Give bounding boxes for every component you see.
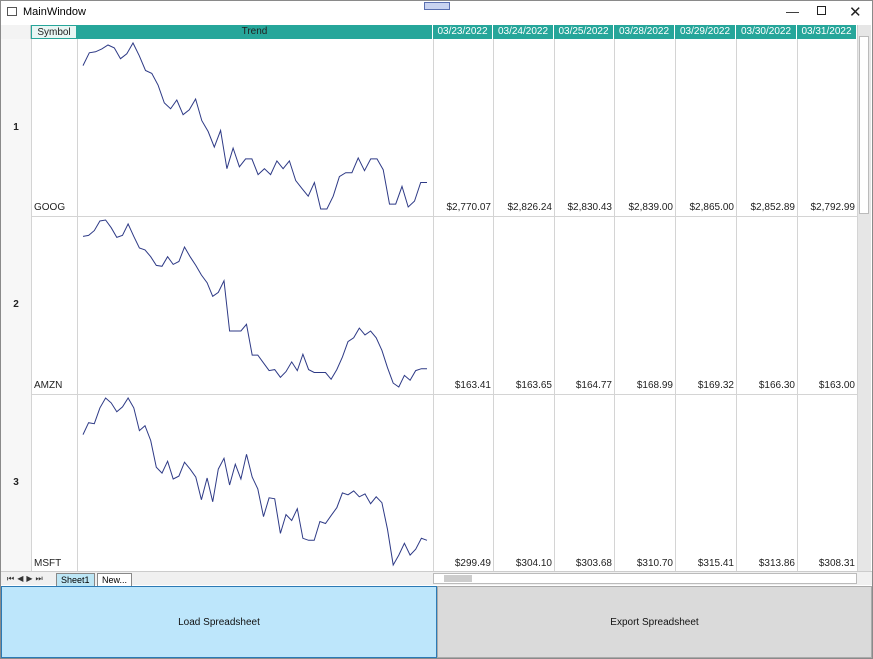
- corner-cell: [1, 25, 31, 39]
- price-cell: $169.32: [697, 380, 734, 391]
- column-divider: [675, 39, 676, 572]
- scroll-thumb: [859, 36, 869, 214]
- price-cell: $2,852.89: [750, 202, 796, 213]
- price-cell: $303.68: [575, 558, 612, 569]
- column-header: 03/23/2022: [433, 25, 493, 39]
- symbol-cell: AMZN: [34, 380, 63, 391]
- scroll-thumb[interactable]: [444, 575, 472, 582]
- column-header: 03/31/2022: [797, 25, 857, 39]
- column-header: Trend: [77, 25, 433, 39]
- price-cell: $168.99: [636, 380, 673, 391]
- drag-handle[interactable]: [424, 2, 450, 10]
- column-header: 03/24/2022: [493, 25, 554, 39]
- column-divider: [433, 39, 434, 572]
- symbol-cell: MSFT: [34, 558, 62, 569]
- column-divider: [493, 39, 494, 572]
- sheet-tab-bar: ⏮◀▶⏭ Sheet1 New...: [1, 571, 872, 587]
- price-cell: $163.41: [454, 380, 491, 391]
- minimize-button[interactable]: —: [786, 4, 799, 19]
- price-cell: $299.49: [454, 558, 491, 569]
- symbol-cell: GOOG: [34, 202, 66, 213]
- row-header: 3: [1, 394, 31, 572]
- column-divider: [77, 39, 78, 572]
- price-cell: $2,865.00: [689, 202, 735, 213]
- column-divider: [31, 39, 32, 572]
- column-header: 03/28/2022: [614, 25, 675, 39]
- column-divider: [614, 39, 615, 572]
- column-header: 03/25/2022: [554, 25, 614, 39]
- row-header: 2: [1, 216, 31, 394]
- export-button[interactable]: Export Spreadsheet: [437, 586, 872, 658]
- price-cell: $166.30: [758, 380, 795, 391]
- window-title: MainWindow: [23, 6, 86, 18]
- column-header: 03/30/2022: [736, 25, 797, 39]
- maximize-button[interactable]: [817, 6, 826, 15]
- sheet-tab[interactable]: New...: [97, 573, 133, 587]
- column-header: Symbol: [31, 25, 77, 39]
- price-cell: $2,839.00: [628, 202, 674, 213]
- price-cell: $315.41: [697, 558, 734, 569]
- price-cell: $2,826.24: [507, 202, 553, 213]
- column-divider: [857, 39, 858, 572]
- spreadsheet: Symbol Trend 03/23/2022 03/24/2022 03/25/202…: [1, 24, 872, 585]
- trend-line: [82, 219, 427, 388]
- trend-line: [82, 41, 427, 210]
- load-button[interactable]: Load Spreadsheet: [1, 586, 437, 658]
- price-cell: $163.00: [818, 380, 855, 391]
- sparkline: [82, 397, 428, 567]
- tab-nav-buttons[interactable]: ⏮◀▶⏭: [7, 574, 46, 583]
- price-cell: $308.31: [818, 558, 855, 569]
- price-cell: $2,830.43: [567, 202, 613, 213]
- sheet-tab[interactable]: Sheet1: [56, 573, 95, 587]
- sparkline: [82, 219, 427, 388]
- app-icon: [7, 7, 17, 16]
- row-divider: [1, 216, 857, 217]
- price-cell: $310.70: [636, 558, 673, 569]
- title-bar: MainWindow — ✕: [1, 1, 872, 24]
- row-divider: [1, 394, 857, 395]
- price-cell: $163.65: [515, 380, 552, 391]
- price-cell: $2,792.99: [810, 202, 856, 213]
- price-cell: $2,770.07: [446, 202, 492, 213]
- column-divider: [797, 39, 798, 572]
- row-header: 1: [1, 39, 31, 216]
- close-button[interactable]: ✕: [849, 4, 862, 21]
- column-divider: [554, 39, 555, 572]
- sparkline: [82, 41, 427, 210]
- trend-line: [82, 397, 428, 567]
- column-divider: [736, 39, 737, 572]
- column-header: 03/29/2022: [675, 25, 736, 39]
- horizontal-scrollbar[interactable]: [433, 573, 857, 584]
- price-cell: $164.77: [575, 380, 612, 391]
- price-cell: $304.10: [515, 558, 552, 569]
- price-cell: $313.86: [758, 558, 795, 569]
